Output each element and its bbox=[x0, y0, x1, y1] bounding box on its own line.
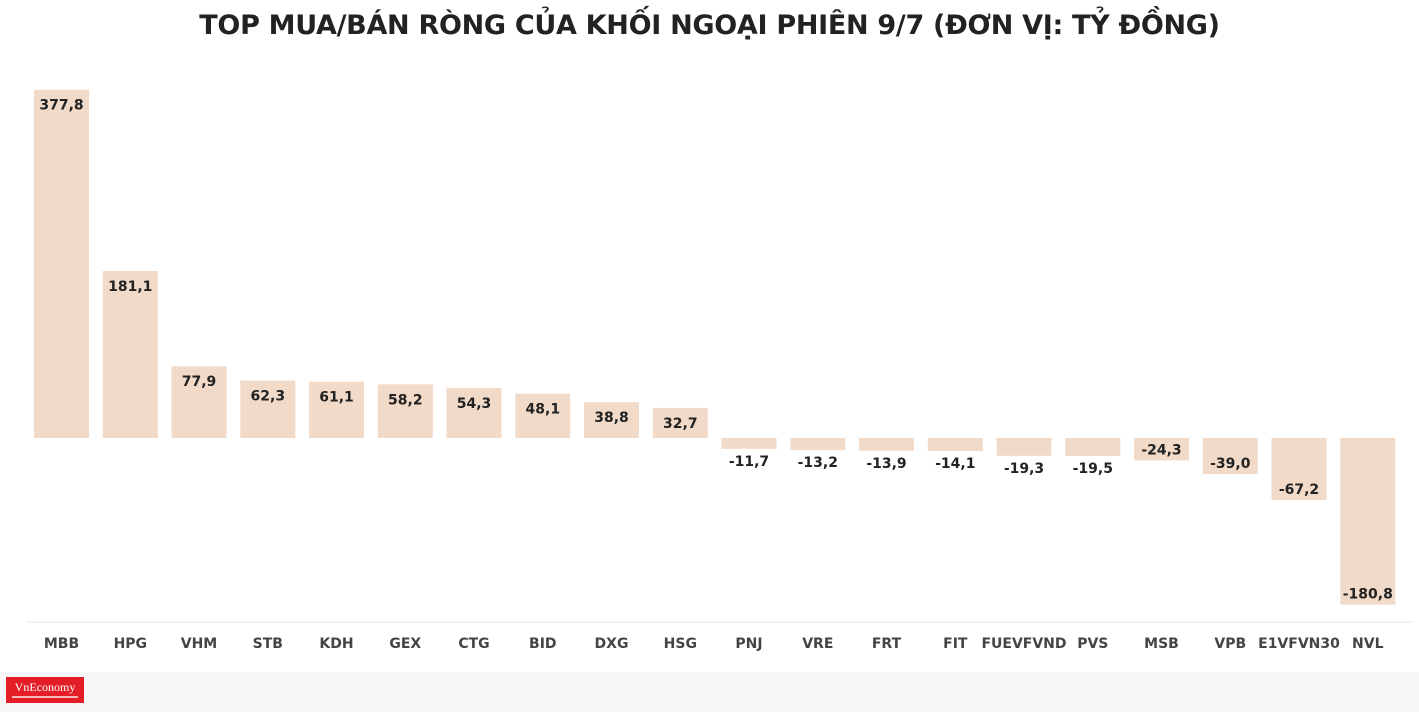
bar bbox=[1134, 438, 1189, 461]
category-label: HSG bbox=[664, 636, 697, 652]
data-label: 48,1 bbox=[526, 402, 561, 418]
bar bbox=[652, 407, 708, 438]
vneconomy-logo: VnEconomy bbox=[6, 677, 84, 703]
data-label: 181,1 bbox=[108, 279, 152, 295]
data-label: -19,5 bbox=[1073, 461, 1113, 477]
category-label: VRE bbox=[802, 636, 833, 652]
bar bbox=[377, 384, 433, 438]
category-label: FUEVFVND bbox=[981, 636, 1066, 652]
category-label: PNJ bbox=[735, 636, 762, 652]
data-label: 54,3 bbox=[457, 396, 492, 412]
category-label: MBB bbox=[44, 636, 79, 652]
data-label: -13,9 bbox=[866, 456, 906, 472]
data-label: 32,7 bbox=[663, 416, 698, 432]
data-label: 58,2 bbox=[388, 392, 423, 408]
category-label: CTG bbox=[458, 636, 489, 652]
data-label: -14,1 bbox=[935, 456, 975, 472]
bar bbox=[515, 393, 571, 438]
category-label: HPG bbox=[114, 636, 147, 652]
bar bbox=[1202, 438, 1258, 474]
bar bbox=[446, 387, 502, 438]
bar bbox=[584, 402, 639, 438]
data-label: -180,8 bbox=[1343, 587, 1393, 603]
bar bbox=[790, 438, 846, 451]
bar bbox=[309, 381, 364, 438]
bar bbox=[859, 438, 914, 451]
data-label: -11,7 bbox=[729, 454, 769, 470]
category-label: FIT bbox=[943, 636, 968, 652]
category-label: GEX bbox=[389, 636, 421, 652]
logo-tagline-line bbox=[12, 696, 78, 698]
category-label: DXG bbox=[595, 636, 629, 652]
bar bbox=[171, 366, 227, 438]
data-label: -67,2 bbox=[1279, 482, 1319, 498]
category-label: FRT bbox=[872, 636, 902, 652]
bar bbox=[102, 271, 158, 438]
category-label: VHM bbox=[181, 636, 217, 652]
bar bbox=[1340, 438, 1396, 605]
data-label: 62,3 bbox=[251, 389, 286, 405]
data-label: -13,2 bbox=[798, 455, 838, 471]
data-label: 38,8 bbox=[594, 410, 629, 426]
category-label: E1VFVN30 bbox=[1258, 636, 1340, 652]
bar bbox=[34, 89, 89, 438]
category-label: KDH bbox=[319, 636, 353, 652]
bar bbox=[1065, 438, 1121, 456]
category-label: BID bbox=[529, 636, 557, 652]
data-label: 61,1 bbox=[319, 390, 354, 406]
category-label: STB bbox=[253, 636, 283, 652]
category-label: VPB bbox=[1214, 636, 1246, 652]
chart-title: TOP MUA/BÁN RÒNG CỦA KHỐI NGOẠI PHIÊN 9/… bbox=[199, 10, 1220, 41]
data-label: -24,3 bbox=[1141, 442, 1181, 458]
category-label: MSB bbox=[1144, 636, 1179, 652]
bar bbox=[996, 438, 1052, 456]
data-label: 377,8 bbox=[39, 98, 83, 114]
bar bbox=[240, 380, 296, 438]
bar bbox=[721, 438, 777, 449]
data-label: -19,3 bbox=[1004, 461, 1044, 477]
bar bbox=[927, 438, 983, 451]
data-label: -39,0 bbox=[1210, 456, 1251, 472]
footer-band bbox=[0, 672, 1419, 712]
category-label: NVL bbox=[1352, 636, 1384, 652]
bar bbox=[1271, 438, 1327, 500]
data-label: 77,9 bbox=[182, 374, 217, 390]
logo-text: VnEconomy bbox=[14, 680, 76, 694]
category-label: PVS bbox=[1077, 636, 1108, 652]
